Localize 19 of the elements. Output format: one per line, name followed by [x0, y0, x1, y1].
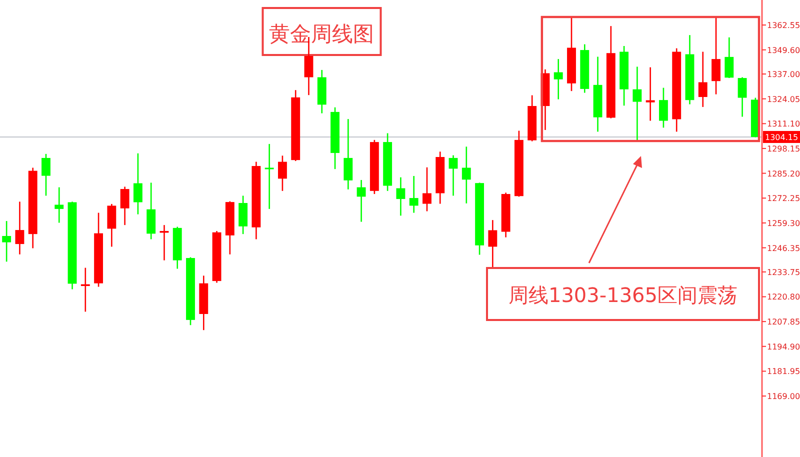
text: 黄金周线图: [269, 22, 374, 46]
ref-line-label: 1304.15: [765, 132, 798, 142]
annotation: 周线1303-1365区间震荡: [508, 283, 738, 307]
y-tick-label: 1337.00: [767, 70, 800, 79]
y-tick-label: 1298.15: [767, 144, 800, 154]
y-tick-label: 1272.25: [767, 194, 800, 204]
y-tick-label: 1259.30: [767, 218, 800, 228]
y-tick-label: 1220.80: [767, 292, 800, 302]
y-tick-label: 1246.35: [767, 244, 800, 253]
y-tick-label: 1194.90: [767, 342, 800, 352]
y-tick-label: 1207.85: [767, 318, 800, 327]
y-tick-label: 1324.05: [767, 94, 800, 104]
y-tick-label: 1362.55: [767, 21, 800, 30]
y-tick-label: 1311.10: [767, 120, 800, 129]
y-tick-label: 1285.20: [767, 169, 800, 178]
y-tick-label: 1169.00: [767, 392, 800, 402]
y-tick-label: 1233.75: [767, 268, 800, 277]
y-tick-label: 1349.60: [767, 46, 800, 55]
y-tick-label: 1181.95: [767, 367, 800, 376]
